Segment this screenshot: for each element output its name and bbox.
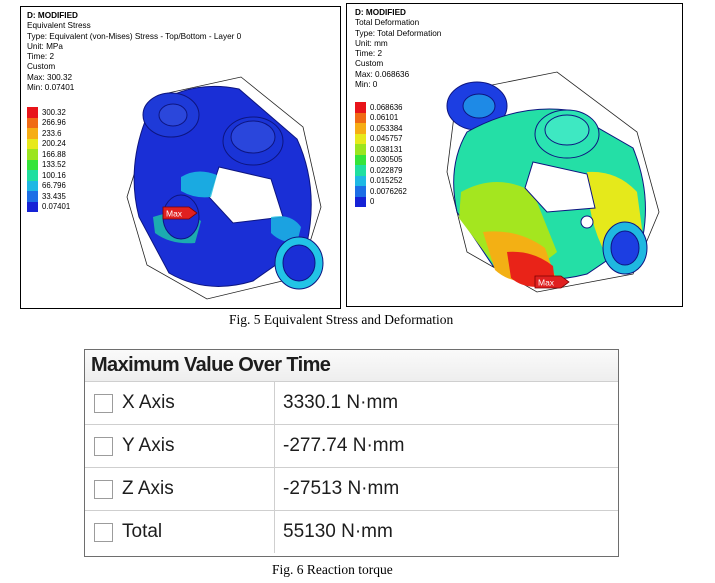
row-value: 3330.1 N·mm bbox=[283, 392, 399, 413]
deformation-result-header: D: MODIFIED Total Deformation Type: Tota… bbox=[355, 8, 441, 90]
stress-result-name: Equivalent Stress bbox=[27, 21, 91, 31]
deformation-result-panel: D: MODIFIED Total Deformation Type: Tota… bbox=[346, 3, 683, 307]
legend-swatch bbox=[27, 107, 38, 118]
stress-result-panel: D: MODIFIED Equivalent Stress Type: Equi… bbox=[20, 6, 341, 309]
legend-value: 100.16 bbox=[42, 170, 66, 180]
deformation-type: Type: Total Deformation bbox=[355, 28, 442, 38]
legend-value: 0.022879 bbox=[370, 165, 403, 175]
row-checkbox[interactable] bbox=[94, 522, 113, 542]
legend-value: 0.038131 bbox=[370, 144, 403, 154]
row-label: Total bbox=[122, 521, 163, 542]
legend-swatch bbox=[27, 149, 38, 160]
deformation-title: D: MODIFIED bbox=[355, 8, 406, 17]
table-row: Total 55130 N·mm bbox=[85, 511, 618, 553]
legend-value: 0 bbox=[370, 197, 375, 207]
legend-swatch bbox=[355, 154, 366, 165]
legend-swatch bbox=[27, 159, 38, 170]
deformation-result-name: Total Deformation bbox=[355, 18, 420, 28]
deformation-max: Max: 0.068636 bbox=[355, 69, 410, 79]
legend-value: 266.96 bbox=[42, 118, 66, 128]
stress-result-header: D: MODIFIED Equivalent Stress Type: Equi… bbox=[27, 11, 241, 93]
stress-min: Min: 0.07401 bbox=[27, 83, 75, 93]
legend-swatch bbox=[355, 112, 366, 123]
legend-value: 0.068636 bbox=[370, 102, 403, 112]
legend-swatch bbox=[355, 175, 366, 186]
legend-swatch bbox=[27, 201, 38, 212]
legend-swatch bbox=[27, 117, 38, 128]
legend-swatch bbox=[27, 170, 38, 181]
stress-custom: Custom bbox=[27, 62, 56, 72]
legend-value: 0.045757 bbox=[370, 134, 403, 144]
row-value: -27513 N·mm bbox=[283, 478, 400, 499]
table-row: X Axis 3330.1 N·mm bbox=[85, 382, 618, 425]
row-label: Y Axis bbox=[122, 435, 175, 456]
stress-type: Type: Equivalent (von-Mises) Stress - To… bbox=[27, 31, 242, 41]
legend-value: 66.796 bbox=[42, 181, 66, 191]
row-checkbox[interactable] bbox=[94, 479, 113, 499]
stress-max-marker-label: Max bbox=[166, 209, 183, 219]
deformation-max-marker-label: Max bbox=[538, 278, 555, 288]
stress-max: Max: 300.32 bbox=[27, 72, 73, 82]
legend-swatch bbox=[355, 165, 366, 176]
stress-title: D: MODIFIED bbox=[27, 11, 78, 20]
legend-value: 0.053384 bbox=[370, 123, 403, 133]
deformation-min: Min: 0 bbox=[355, 80, 378, 90]
stress-time: Time: 2 bbox=[27, 52, 54, 62]
legend-value: 166.88 bbox=[42, 149, 66, 159]
row-label: X Axis bbox=[122, 392, 175, 413]
legend-value: 300.32 bbox=[42, 107, 66, 117]
legend-value: 0.030505 bbox=[370, 155, 403, 165]
figure-6-caption: Fig. 6 Reaction torque bbox=[272, 562, 393, 577]
legend-value: 0.06101 bbox=[370, 113, 399, 123]
legend-value: 233.6 bbox=[42, 128, 62, 138]
reaction-torque-table: Maximum Value Over Time X Axis 3330.1 N·… bbox=[84, 349, 619, 557]
stress-unit: Unit: MPa bbox=[27, 41, 63, 51]
legend-swatch bbox=[355, 123, 366, 134]
table-row: Y Axis -277.74 N·mm bbox=[85, 425, 618, 468]
legend-value: 33.435 bbox=[42, 191, 66, 201]
deformation-unit: Unit: mm bbox=[355, 38, 388, 48]
row-checkbox[interactable] bbox=[94, 393, 113, 413]
legend-value: 200.24 bbox=[42, 139, 66, 149]
legend-swatch bbox=[27, 138, 38, 149]
stress-color-legend: 300.32 266.96 233.6 200.24 166.88 133.52… bbox=[27, 107, 70, 212]
legend-value: 0.07401 bbox=[42, 202, 71, 212]
legend-swatch bbox=[355, 144, 366, 155]
legend-value: 0.015252 bbox=[370, 176, 403, 186]
row-value: 55130 N·mm bbox=[283, 521, 393, 542]
legend-swatch bbox=[355, 102, 366, 113]
row-checkbox[interactable] bbox=[94, 436, 113, 456]
stress-model-render: Max bbox=[126, 76, 324, 300]
legend-swatch bbox=[355, 133, 366, 144]
legend-swatch bbox=[355, 196, 366, 207]
legend-swatch bbox=[27, 180, 38, 191]
table-title: Maximum Value Over Time bbox=[85, 350, 618, 382]
deformation-custom: Custom bbox=[355, 59, 384, 69]
legend-value: 0.0076262 bbox=[370, 186, 407, 196]
row-label: Z Axis bbox=[122, 478, 174, 499]
legend-swatch bbox=[27, 128, 38, 139]
legend-value: 133.52 bbox=[42, 160, 66, 170]
figure-5-caption: Fig. 5 Equivalent Stress and Deformation bbox=[229, 312, 454, 327]
deformation-time: Time: 2 bbox=[355, 49, 382, 59]
deformation-color-legend: 0.068636 0.06101 0.053384 0.045757 0.038… bbox=[355, 102, 407, 207]
legend-swatch bbox=[27, 191, 38, 202]
deformation-model-render: Max bbox=[446, 71, 660, 293]
row-value: -277.74 N·mm bbox=[283, 435, 405, 456]
legend-swatch bbox=[355, 186, 366, 197]
table-row: Z Axis -27513 N·mm bbox=[85, 468, 618, 511]
